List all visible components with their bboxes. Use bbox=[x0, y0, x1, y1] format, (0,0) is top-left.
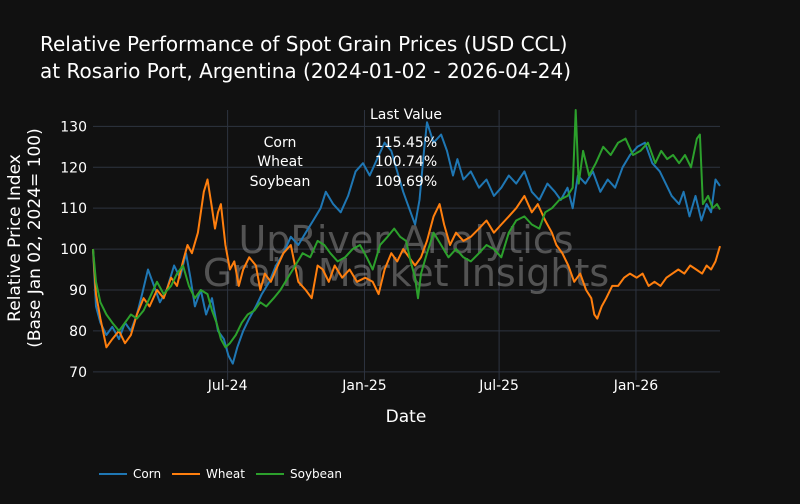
last-value-value-corn: 115.45% bbox=[375, 135, 437, 151]
series-line-soybean[interactable] bbox=[92, 109, 721, 349]
chart-title-line-1: Relative Performance of Spot Grain Price… bbox=[40, 32, 567, 56]
y-tick-label-100: 100 bbox=[60, 242, 87, 258]
y-axis-ticks: 70 80 90 100 110 120 130 bbox=[60, 119, 87, 380]
x-tick-label-jan-25: Jan-25 bbox=[341, 378, 386, 394]
y-axis-title: Relative Price Index (Base Jan 02, 2024=… bbox=[5, 128, 45, 347]
legend: Corn Wheat Soybean bbox=[99, 467, 342, 481]
last-value-name-soybean: Soybean bbox=[250, 174, 311, 190]
legend-item-corn[interactable]: Corn bbox=[99, 467, 161, 481]
last-value-table: Last Value Corn 115.45% Wheat 100.74% So… bbox=[250, 107, 442, 190]
y-tick-label-110: 110 bbox=[60, 201, 87, 217]
series-lines bbox=[92, 109, 721, 365]
legend-label-wheat: Wheat bbox=[206, 467, 245, 481]
x-tick-label-jan-26: Jan-26 bbox=[613, 378, 659, 394]
x-tick-label-jul-25: Jul-25 bbox=[478, 378, 519, 394]
chart-title-line-2: at Rosario Port, Argentina (2024-01-02 -… bbox=[40, 59, 571, 83]
last-value-name-wheat: Wheat bbox=[257, 154, 303, 170]
legend-item-soybean[interactable]: Soybean bbox=[256, 467, 342, 481]
x-tick-label-jul-24: Jul-24 bbox=[207, 378, 248, 394]
series-line-wheat[interactable] bbox=[92, 178, 721, 349]
last-value-value-wheat: 100.74% bbox=[375, 154, 437, 170]
y-tick-label-70: 70 bbox=[69, 365, 87, 381]
x-axis-ticks: Jul-24 Jan-25 Jul-25 Jan-26 bbox=[207, 378, 659, 394]
last-value-header: Last Value bbox=[370, 107, 442, 123]
legend-label-corn: Corn bbox=[133, 467, 161, 481]
last-value-value-soybean: 109.69% bbox=[375, 174, 437, 190]
watermark-line-2: Grain Market Insights bbox=[203, 251, 609, 295]
y-tick-label-80: 80 bbox=[69, 324, 87, 340]
y-tick-label-90: 90 bbox=[69, 283, 87, 299]
y-tick-label-130: 130 bbox=[60, 119, 87, 135]
watermark: UpRiver Analytics Grain Market Insights bbox=[203, 218, 609, 295]
x-axis-title: Date bbox=[386, 407, 427, 427]
y-gridlines bbox=[93, 125, 720, 373]
x-gridlines bbox=[227, 110, 637, 380]
y-axis-title-line-1: Relative Price Index bbox=[5, 154, 25, 322]
y-tick-label-120: 120 bbox=[60, 160, 87, 176]
legend-label-soybean: Soybean bbox=[290, 467, 342, 481]
legend-item-wheat[interactable]: Wheat bbox=[172, 467, 245, 481]
last-value-name-corn: Corn bbox=[264, 135, 297, 151]
series-line-corn[interactable] bbox=[92, 121, 721, 365]
y-axis-title-line-2: (Base Jan 02, 2024= 100) bbox=[25, 128, 45, 347]
